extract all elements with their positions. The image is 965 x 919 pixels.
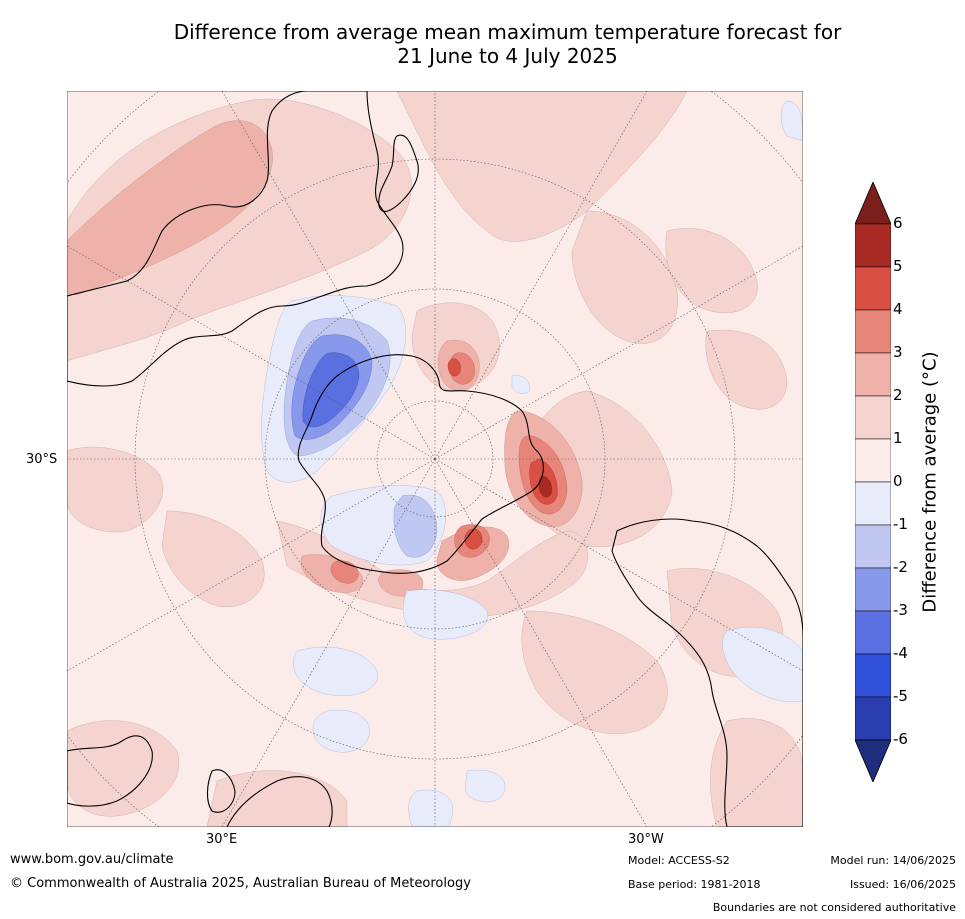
colorbar-level bbox=[855, 567, 891, 612]
colorbar-tick-label: 4 bbox=[893, 300, 903, 318]
colorbar-tick-label: -2 bbox=[893, 558, 908, 576]
colorbar-level bbox=[855, 395, 891, 440]
colorbar-tick-label: -3 bbox=[893, 601, 908, 619]
colorbar-tick-label: -4 bbox=[893, 644, 908, 662]
australia-coastline bbox=[67, 91, 404, 387]
footer-model-run: Model run: 14/06/2025 bbox=[830, 854, 956, 867]
colorbar-level bbox=[855, 653, 891, 698]
africa-coastline bbox=[67, 735, 153, 807]
colorbar-extend-bottom bbox=[855, 739, 891, 782]
south-america-coastline bbox=[611, 518, 803, 827]
colorbar-title: Difference from average (°C) bbox=[919, 351, 941, 613]
colorbar-level bbox=[855, 696, 891, 741]
colorbar-level bbox=[855, 309, 891, 354]
colorbar-level bbox=[855, 438, 891, 483]
lon-label-30e: 30°E bbox=[206, 832, 238, 847]
colorbar-tick-label: -5 bbox=[893, 687, 908, 705]
anomaly-5-to-6 bbox=[538, 475, 552, 498]
coastlines bbox=[67, 91, 803, 827]
colorbar-level bbox=[855, 266, 891, 311]
colorbar-level bbox=[855, 481, 891, 526]
madagascar-coastline bbox=[206, 769, 236, 813]
colorbar-tick-label: 3 bbox=[893, 343, 903, 361]
colorbar-tick-label: 0 bbox=[893, 472, 903, 490]
colorbar-level bbox=[855, 524, 891, 569]
colorbar-tick-label: 6 bbox=[893, 214, 903, 232]
lon-label-30w: 30°W bbox=[628, 832, 664, 847]
lat-label-30s: 30°S bbox=[26, 452, 58, 467]
title-line-2: 21 June to 4 July 2025 bbox=[397, 44, 618, 68]
southern-africa-coastline bbox=[226, 776, 333, 827]
colorbar-level bbox=[855, 352, 891, 397]
map-title: Difference from average mean maximum tem… bbox=[60, 20, 955, 68]
colorbar-tick-label: -1 bbox=[893, 515, 908, 533]
graticule bbox=[67, 91, 803, 827]
footer-model: Model: ACCESS-S2 bbox=[628, 854, 730, 867]
footer-base-period: Base period: 1981-2018 bbox=[628, 878, 761, 891]
colorbar bbox=[855, 182, 891, 782]
new-zealand-coastline bbox=[378, 134, 419, 212]
colorbar-level bbox=[855, 223, 891, 268]
footer-website: www.bom.gov.au/climate bbox=[10, 852, 174, 867]
colorbar-tick-label: 2 bbox=[893, 386, 903, 404]
footer-copyright: © Commonwealth of Australia 2025, Austra… bbox=[10, 876, 471, 891]
colorbar-tick-label: 5 bbox=[893, 257, 903, 275]
title-line-1: Difference from average mean maximum tem… bbox=[173, 20, 842, 44]
colorbar-tick-label: 1 bbox=[893, 429, 903, 447]
footer-issued: Issued: 16/06/2025 bbox=[849, 878, 956, 891]
colorbar-tick-label: -6 bbox=[893, 730, 908, 748]
temperature-anomaly-map bbox=[67, 91, 803, 827]
antarctica-coastline bbox=[297, 354, 544, 574]
footer-disclaimer: Boundaries are not considered authoritat… bbox=[712, 901, 956, 914]
colorbar-extend-top bbox=[855, 182, 891, 225]
anomaly-minus-4-to-minus-3 bbox=[302, 352, 360, 428]
colorbar-level bbox=[855, 610, 891, 655]
